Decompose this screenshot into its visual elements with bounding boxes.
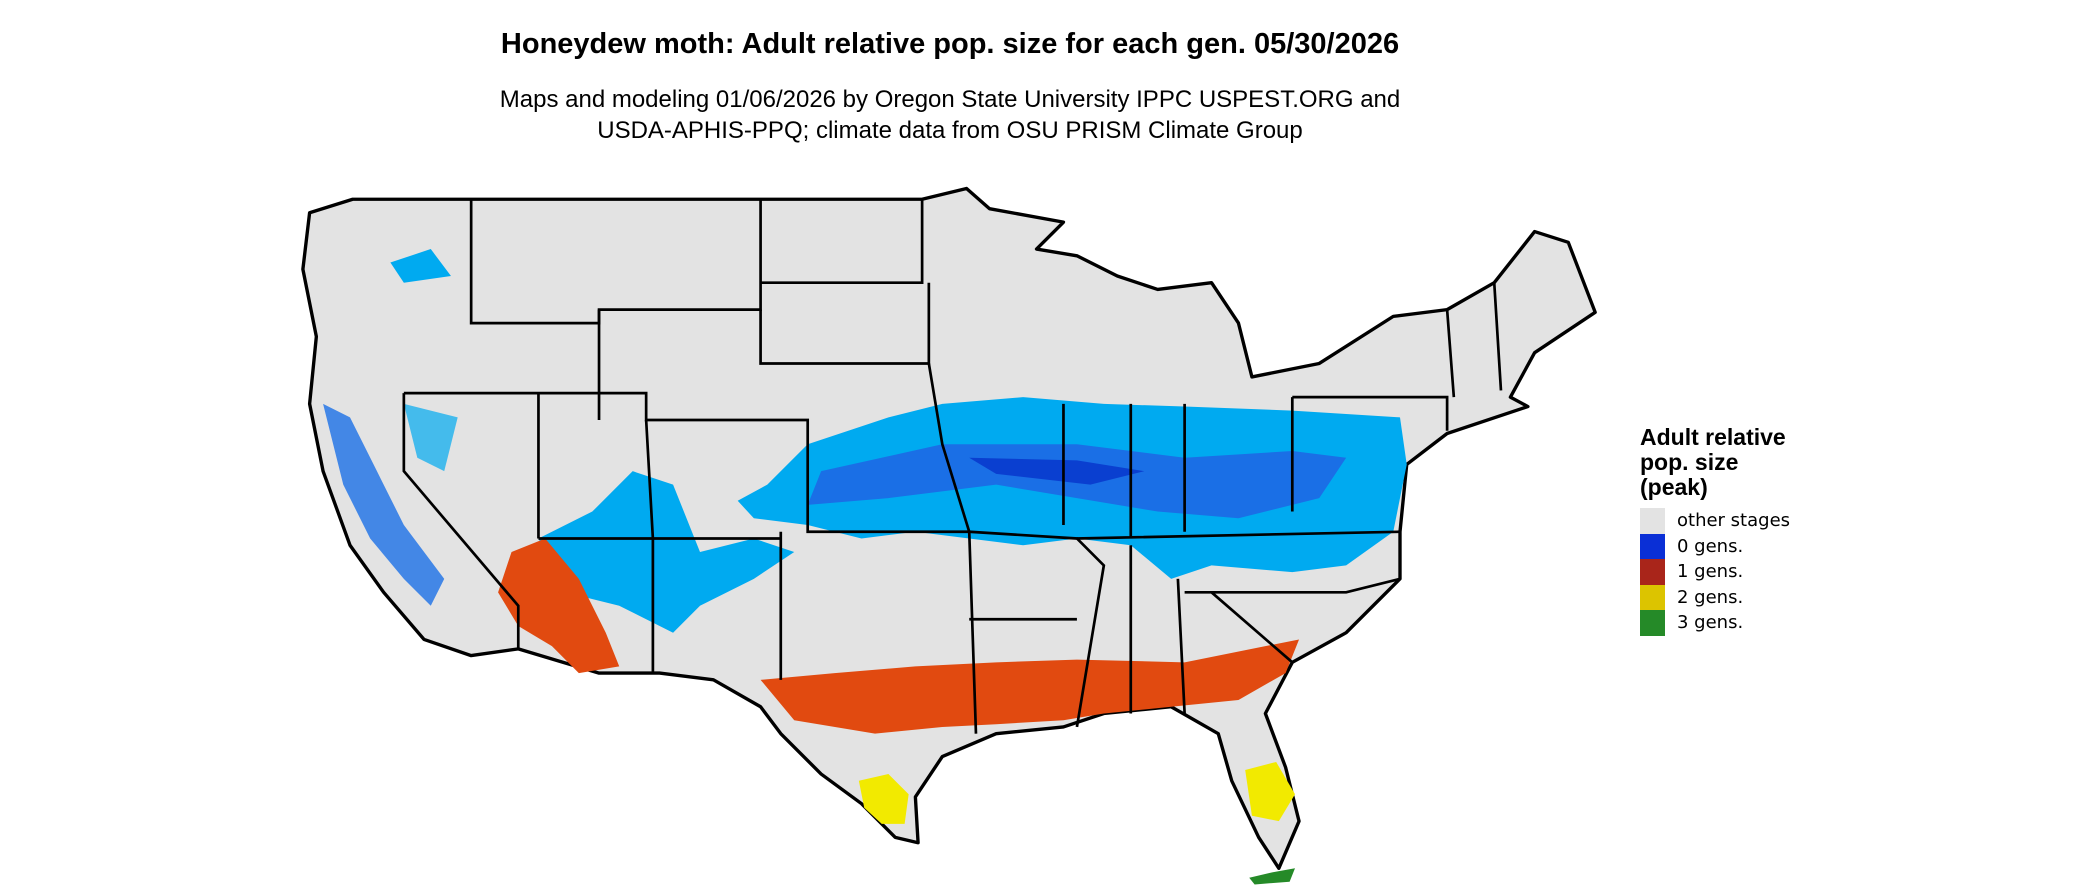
legend-swatch: [1640, 610, 1665, 636]
subtitle-line-2: USDA-APHIS-PPQ; climate data from OSU PR…: [597, 117, 1303, 144]
region-0-gens-southwest: [538, 471, 795, 633]
legend-item-2-gens: 2 gens.: [1640, 584, 1790, 610]
legend-label: 3 gens.: [1677, 612, 1744, 634]
legend-swatch: [1640, 559, 1665, 585]
region-1-gens-arizona: [498, 538, 620, 674]
legend-label: 2 gens.: [1677, 586, 1744, 608]
legend-title-line-1: Adult relative: [1640, 424, 1786, 450]
legend-title-line-2: pop. size: [1640, 449, 1739, 475]
legend: Adult relative pop. size (peak) other st…: [1640, 425, 1790, 636]
legend-item-3-gens: 3 gens.: [1640, 610, 1790, 636]
region-0-gens-washington: [390, 249, 451, 283]
region-0-gens-nevada: [403, 403, 458, 472]
legend-item-1-gens: 1 gens.: [1640, 559, 1790, 585]
state-borders: [402, 199, 1503, 734]
legend-swatch: [1640, 533, 1665, 559]
region-1-gens-south: [760, 639, 1300, 734]
region-0-gens-california: [323, 403, 445, 606]
region-2-gens-texas: [858, 774, 909, 824]
region-3-gens-florida-keys: [1249, 868, 1295, 885]
legend-swatch: [1640, 584, 1665, 610]
map-title: Honeydew moth: Adult relative pop. size …: [500, 28, 1400, 60]
pest-stage-regions: [323, 249, 1407, 885]
subtitle-line-1: Maps and modeling 01/06/2026 by Oregon S…: [499, 86, 1401, 113]
legend-label: 0 gens.: [1677, 535, 1744, 557]
legend-swatch: [1640, 508, 1665, 534]
legend-title: Adult relative pop. size (peak): [1640, 425, 1790, 500]
legend-item-0-gens: 0 gens.: [1640, 533, 1790, 559]
region-2-gens-florida: [1245, 761, 1295, 822]
region-0-gens-deep-blue: [969, 457, 1145, 485]
legend-label: 1 gens.: [1677, 561, 1744, 583]
map-subtitle: Maps and modeling 01/06/2026 by Oregon S…: [0, 84, 1900, 146]
legend-label: other stages: [1677, 510, 1791, 532]
legend-item-other-stages: other stages: [1640, 508, 1790, 534]
legend-title-line-3: (peak): [1640, 474, 1708, 500]
